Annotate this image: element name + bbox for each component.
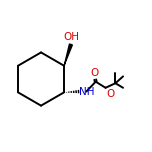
Text: OH: OH	[64, 32, 80, 42]
Text: O: O	[106, 89, 115, 98]
Polygon shape	[64, 44, 72, 66]
Text: O: O	[91, 68, 99, 78]
Text: NH: NH	[79, 87, 95, 97]
